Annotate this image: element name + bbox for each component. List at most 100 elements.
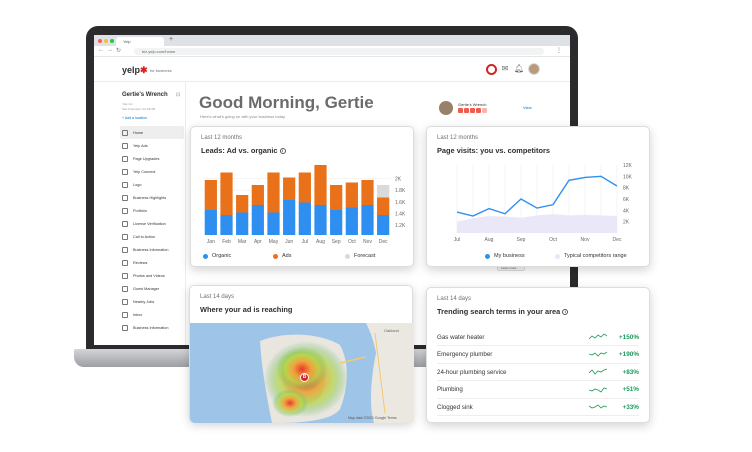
sidebar-item-page-upgrades[interactable]: Page Upgrades (122, 152, 184, 165)
sidebar-item-yelp-connect[interactable]: Yelp Connect (122, 165, 184, 178)
bar-ads[interactable] (314, 165, 327, 205)
sidebar-item-business-highlights[interactable]: Business Highlights (122, 191, 184, 204)
sidebar-item-business-information[interactable]: Business Information (122, 321, 184, 334)
leads-bar-chart: 1.2K 1.4K 1.6K 1.8K 2K Jan Feb Mar Apr May Jun Jul A… (203, 165, 406, 245)
info-icon[interactable]: i (562, 309, 569, 315)
mail-icon[interactable]: ✉ (501, 64, 509, 73)
sidebar-item-license-verification[interactable]: License Verification (122, 217, 184, 230)
browser-tab[interactable]: Yelp (116, 37, 164, 46)
bar-ads[interactable] (330, 185, 343, 210)
bar-organic[interactable] (361, 205, 374, 235)
trend-row[interactable]: Emergency plumber +190% (437, 347, 639, 364)
trend-row[interactable]: Clogged sink +33% (437, 399, 639, 416)
sidebar-item-logo[interactable]: Logo (122, 178, 184, 191)
sidebar-item-label: Yelp Ads (133, 143, 148, 148)
bar-organic[interactable] (204, 210, 217, 235)
legend-organic: Organic (203, 253, 231, 259)
business-line: Yelp Inc (122, 102, 133, 106)
page-visits-line-chart: 2K 4K 6K 8K 10K 12K Jul Aug Sep Oct Nov Dec (454, 163, 633, 243)
trend-change: +83% (622, 368, 639, 376)
bar-ads[interactable] (345, 182, 358, 208)
bar-ads[interactable] (220, 172, 233, 216)
sidebar-item-reviews[interactable]: Reviews (122, 256, 184, 269)
sidebar-item-business-information[interactable]: Business Information (122, 243, 184, 256)
forecast-swatch (345, 253, 350, 259)
star-icon (476, 108, 481, 113)
maximize-window-dot[interactable] (110, 39, 114, 43)
bar-organic[interactable] (345, 207, 358, 236)
sidebar-item-photos-and-videos[interactable]: Photos and Videos (122, 269, 184, 282)
trend-term: Emergency plumber (437, 351, 493, 358)
map-attribution[interactable]: Map data ©2021 Google Terms (348, 416, 397, 420)
browser-menu-icon[interactable]: ⋮ (556, 48, 562, 54)
bar-forecast[interactable] (377, 185, 390, 198)
trend-row[interactable]: 24-hour plumbing service +83% (437, 364, 639, 381)
business-pin-icon[interactable]: B (300, 373, 309, 382)
switch-business-icon[interactable]: ⊡ (176, 92, 181, 98)
bar-ads[interactable] (267, 172, 280, 213)
browser-toolbar: ← → ↻ biz.yelp.com/home ⋮ (94, 46, 570, 57)
minimize-window-dot[interactable] (104, 39, 108, 43)
close-window-dot[interactable] (98, 39, 102, 43)
bar-organic[interactable] (236, 212, 249, 236)
sidebar-item-guest-manager[interactable]: Guest Manager (122, 282, 184, 295)
info-icon[interactable]: i (279, 148, 286, 154)
bar-organic[interactable] (251, 205, 264, 235)
bar-organic[interactable] (330, 210, 343, 235)
view-link[interactable]: View (523, 105, 532, 110)
sidebar-nav: Home Yelp Ads Page Upgrades Yelp Connect Log… (120, 126, 184, 334)
sidebar-item-home[interactable]: Home (120, 126, 184, 139)
series-my-business-line[interactable] (456, 175, 618, 217)
x-tick-label: Aug (316, 239, 325, 245)
y-tick-label: 4K (623, 208, 630, 214)
nav-item-icon (122, 207, 128, 214)
bell-icon[interactable]: 🔔︎ (514, 64, 525, 73)
bar-organic[interactable] (314, 205, 327, 235)
user-avatar[interactable] (528, 63, 540, 75)
trend-row[interactable]: Plumbing +51% (437, 382, 639, 399)
bar-ads[interactable] (251, 185, 264, 205)
new-tab-icon[interactable]: + (169, 36, 174, 43)
bar-ads[interactable] (236, 195, 249, 213)
reload-icon[interactable]: ↻ (116, 48, 122, 54)
bar-organic[interactable] (220, 215, 233, 235)
performance-gauge-icon[interactable] (486, 64, 497, 75)
nav-item-icon (122, 168, 128, 175)
bar-ads[interactable] (283, 177, 296, 201)
bar-ads[interactable] (377, 197, 390, 216)
reach-map[interactable]: Oakland B Map data ©2021 Google Terms (190, 323, 414, 423)
sidebar-item-portfolio[interactable]: Portfolio (122, 204, 184, 217)
star-icon (470, 108, 475, 113)
forward-icon[interactable]: → (107, 47, 113, 53)
x-tick-label: Oct (348, 239, 356, 245)
sidebar-item-inbox[interactable]: Inbox (122, 308, 184, 321)
bar-ads[interactable] (298, 172, 311, 203)
y-tick-label: 10K (623, 174, 633, 180)
star-icon (464, 108, 469, 113)
bar-organic[interactable] (267, 212, 280, 236)
back-icon[interactable]: ← (98, 47, 104, 53)
trend-change: +190% (618, 351, 639, 358)
browser-tab-bar: Yelp + (94, 35, 570, 46)
visits-title: Page visits: you vs. competitors (437, 146, 550, 155)
trending-title: Trending search terms in your area i (437, 307, 569, 316)
sidebar-item-yelp-ads[interactable]: Yelp Ads (122, 139, 184, 152)
leads-title-text: Leads: Ad vs. organic (201, 146, 278, 155)
trend-row[interactable]: Gas water heater +150% (437, 329, 639, 346)
sidebar-item-nearby-jobs[interactable]: Nearby Jobs (122, 295, 184, 308)
bar-ads[interactable] (361, 180, 374, 205)
bar-organic[interactable] (283, 200, 296, 235)
x-tick-label: Aug (485, 237, 494, 243)
yelp-logo[interactable]: yelp✱ (122, 65, 148, 76)
legend-ads: Ads (273, 253, 291, 259)
add-location-link[interactable]: + Add a location (122, 116, 148, 120)
bar-organic[interactable] (377, 215, 390, 235)
address-bar[interactable]: biz.yelp.com/home (134, 48, 544, 55)
business-card-name: Gertie's Wrench (458, 102, 487, 107)
x-tick-label: Oct (549, 237, 557, 243)
bar-ads[interactable] (204, 180, 217, 210)
sidebar-item-call-to-action[interactable]: Call to Action (122, 230, 184, 243)
y-tick-label: 1.2K (395, 223, 406, 229)
bar-organic[interactable] (298, 202, 311, 236)
nav-item-icon (122, 246, 128, 253)
